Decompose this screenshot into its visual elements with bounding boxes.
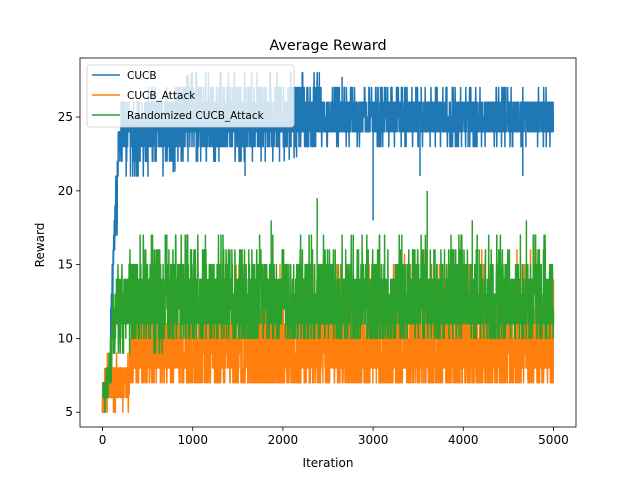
series-line-3 <box>101 234 555 413</box>
x-tick-label: 4000 <box>448 433 479 447</box>
legend-label-1: CUCB <box>127 70 157 82</box>
x-axis: 0 1000 2000 3000 4000 5000 <box>99 427 569 447</box>
axes-frame <box>79 57 577 428</box>
y-tick-label: 25 <box>58 110 73 124</box>
y-tick-label: 5 <box>65 405 73 419</box>
legend-label-2: CUCB_Attack <box>127 90 196 102</box>
x-tick-label: 2000 <box>268 433 299 447</box>
x-tick-label: 3000 <box>358 433 389 447</box>
y-axis-label: Reward <box>33 223 47 268</box>
legend-box <box>86 64 295 128</box>
legend: CUCB CUCB_Attack Randomized CUCB_Attack <box>86 64 295 128</box>
y-tick-label: 20 <box>58 184 73 198</box>
series-line-2 <box>101 249 555 413</box>
x-tick-label: 1000 <box>177 433 208 447</box>
legend-label-3: Randomized CUCB_Attack <box>127 110 265 122</box>
y-axis: 5 10 15 20 25 <box>58 110 80 419</box>
chart-title: Average Reward <box>269 38 386 54</box>
x-axis-label: Iteration <box>303 456 354 470</box>
x-tick-label: 5000 <box>538 433 569 447</box>
y-tick-label: 15 <box>58 258 73 272</box>
y-tick-label: 10 <box>58 331 73 345</box>
x-tick-label: 0 <box>99 433 107 447</box>
